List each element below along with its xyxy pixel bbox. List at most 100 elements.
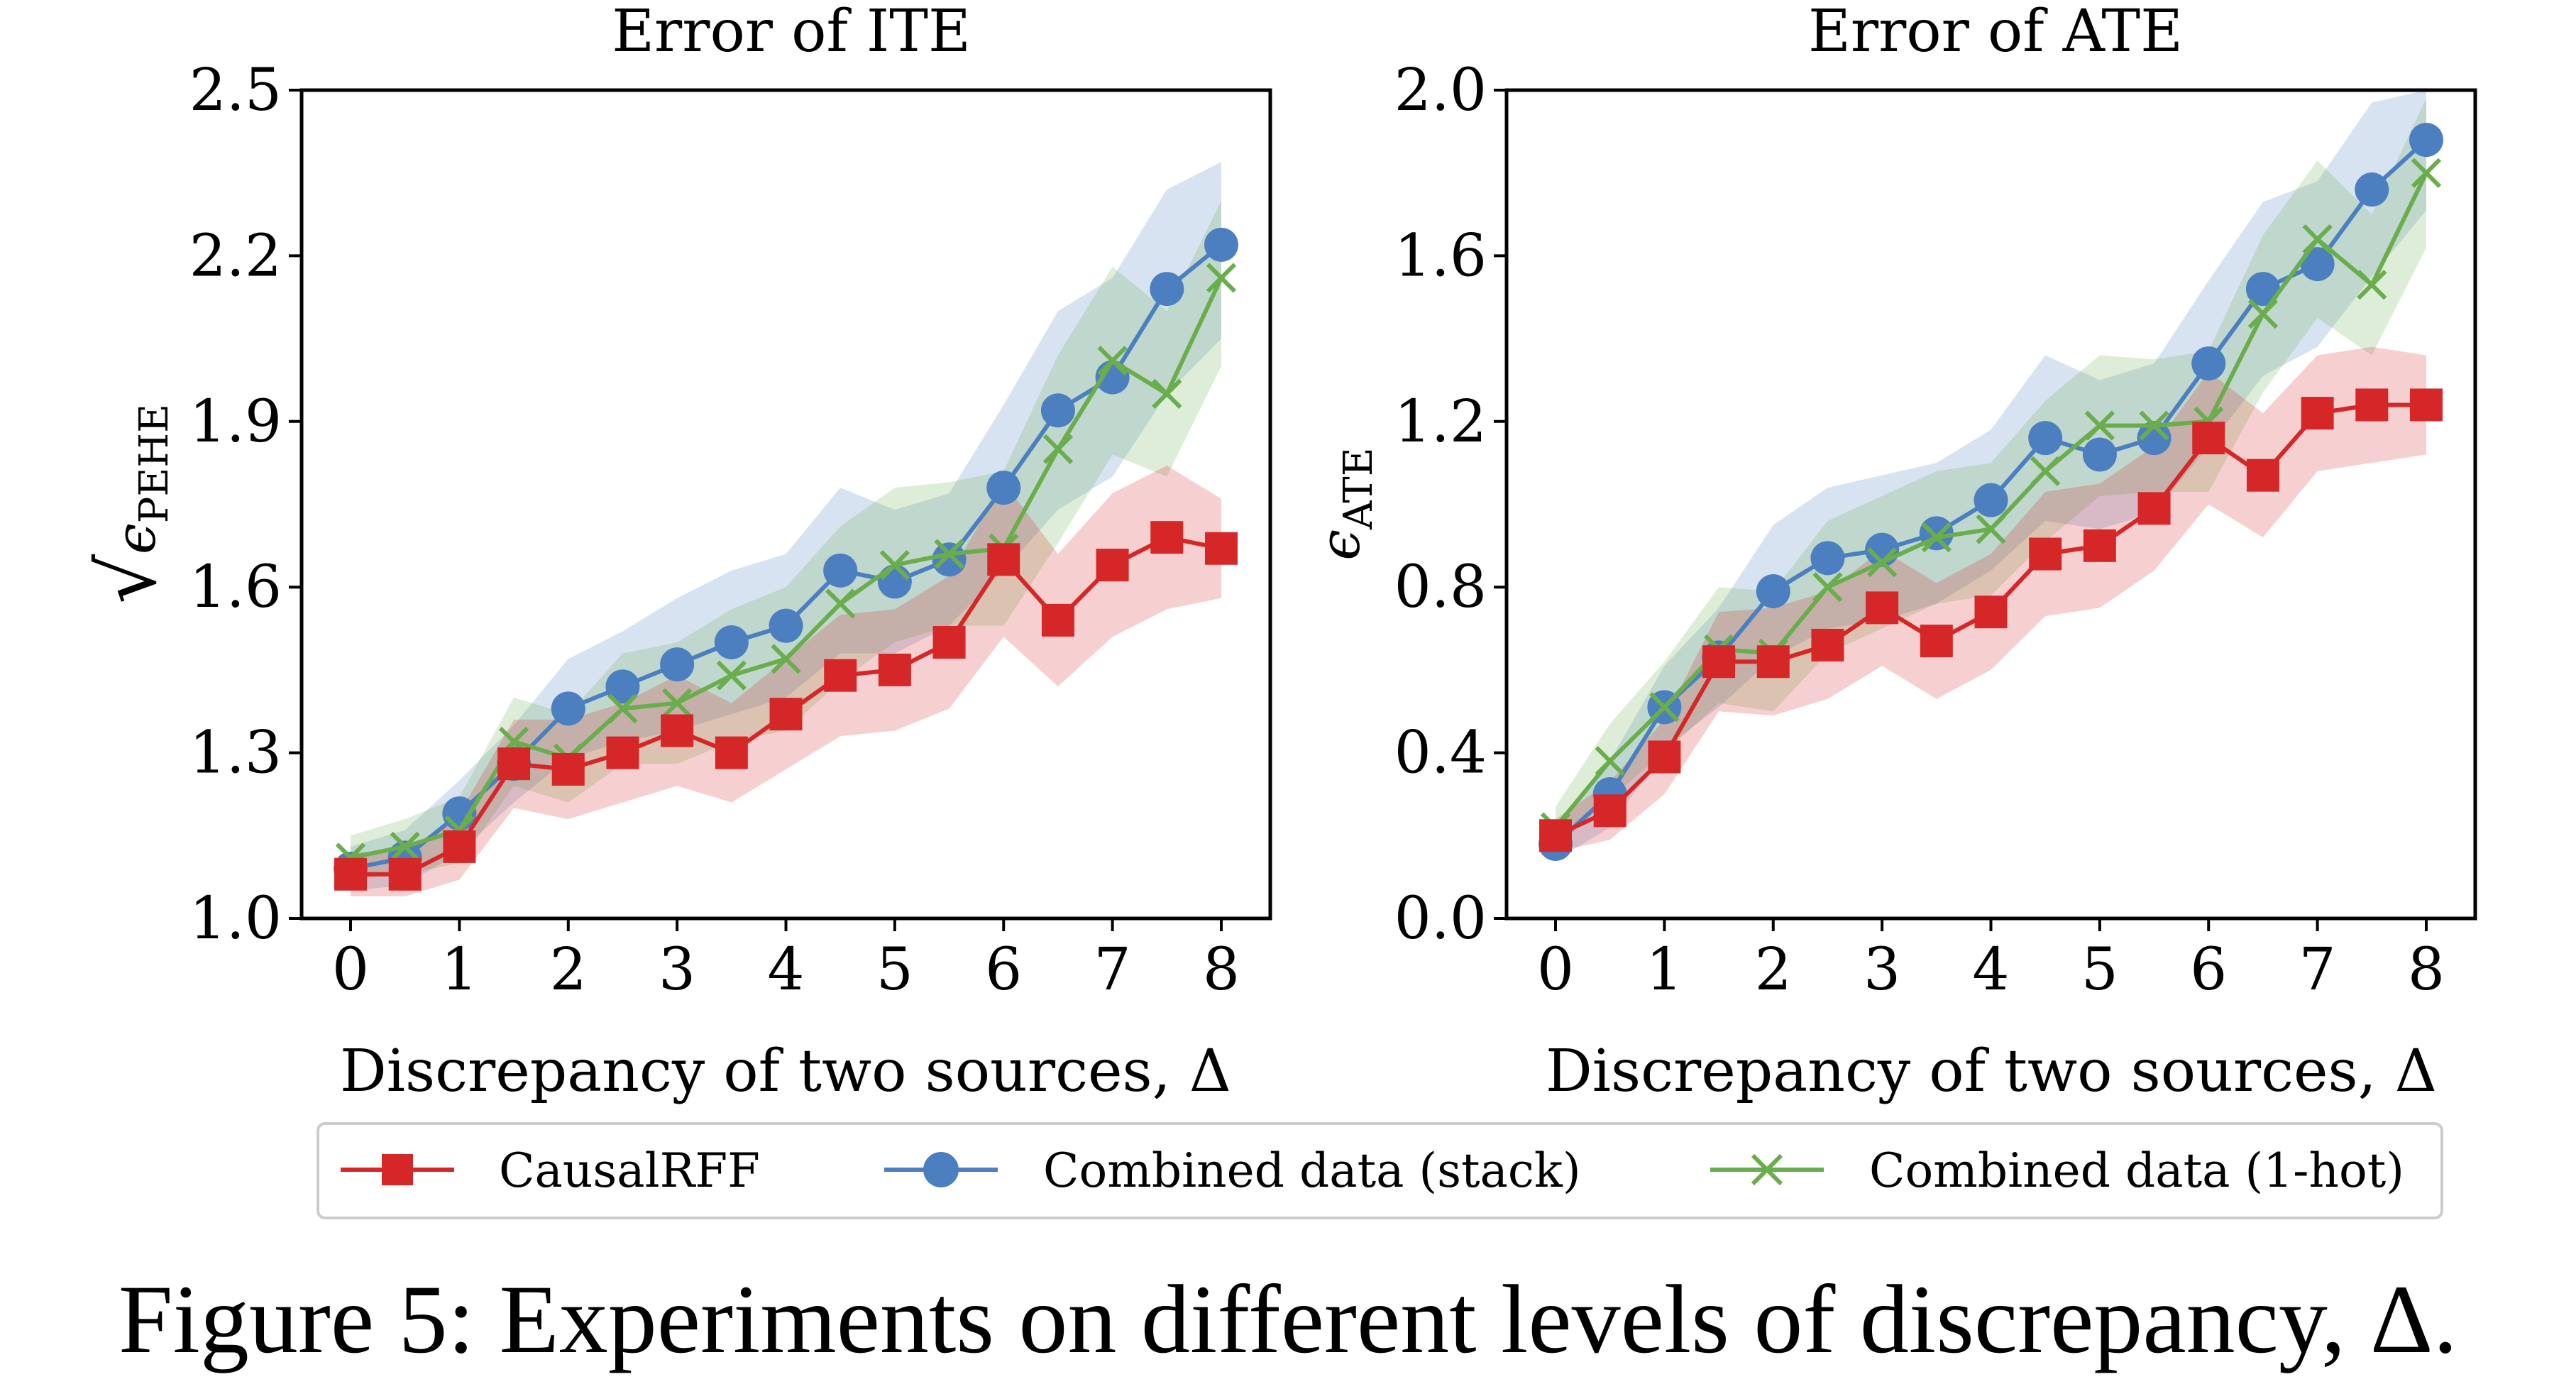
ite-xtick-label: 6 [985, 936, 1022, 1004]
ite-ytick-label: 1.3 [189, 720, 282, 787]
ite-ytick-label: 2.2 [189, 222, 282, 290]
ite-point-causalrff [443, 830, 476, 863]
ate-point-causalrff [2301, 397, 2334, 430]
ite-point-combined-data-stack [660, 647, 695, 682]
ite-point-causalrff [334, 857, 368, 891]
ate-ytick-label: 0.0 [1394, 885, 1487, 952]
ate-point-combined-data-1-hot [2139, 410, 2169, 441]
ate-point-combined-data-stack [2300, 247, 2335, 282]
ate-title: Error of ATE [1808, 0, 2183, 65]
ate-point-combined-data-1-hot [1921, 522, 1952, 553]
ate-band-combined-data-stack [1556, 90, 2426, 861]
ite-point-causalrff [497, 747, 531, 781]
ate-xtick-label: 7 [2299, 936, 2336, 1004]
ite-title: Error of ITE [612, 0, 971, 65]
ate-point-combined-data-stack [2191, 346, 2226, 381]
ate-point-causalrff [1756, 645, 1790, 679]
legend-entry-1hot: Combined data (1-hot) [1710, 1143, 2404, 1198]
ate-point-combined-data-stack [2355, 172, 2389, 207]
ite-ytick-label: 2.5 [189, 57, 282, 124]
ate-point-causalrff [1702, 645, 1736, 679]
ate-xtick-label: 3 [1864, 936, 1900, 1004]
ate-point-combined-data-1-hot [2357, 270, 2387, 300]
figure-caption: Figure 5: Experiments on different level… [119, 1265, 2457, 1373]
ate-point-causalrff [1648, 740, 1681, 774]
ite-point-causalrff [388, 857, 422, 891]
ite-point-combined-data-1-hot [1042, 434, 1074, 464]
ate-point-combined-data-1-hot [1812, 572, 1843, 603]
ite-xtick-label: 7 [1094, 936, 1131, 1004]
ate-point-causalrff [2083, 529, 2116, 562]
ate-point-causalrff [2137, 492, 2171, 525]
ite-xtick-label: 3 [659, 936, 695, 1004]
ite-xtick-label: 8 [1203, 936, 1240, 1004]
ite-panel: Error of ITE 0 1 2 3 4 5 6 7 8 1.0 1.3 1.6 1.9 2.2 2.5… [82, 0, 1272, 1105]
ate-xlabel: Discrepancy of two sources, Δ [1546, 1038, 2437, 1105]
ate-point-causalrff [2192, 422, 2225, 455]
ite-xtick-label: 4 [767, 936, 804, 1004]
legend-label-1hot: Combined data (1-hot) [1869, 1143, 2404, 1198]
ate-ylabel-eps: ϵ [1309, 529, 1372, 561]
ite-band-combined-data-1-hot [351, 200, 1221, 880]
ate-point-causalrff [2029, 537, 2062, 571]
ite-point-combined-data-1-hot [1097, 346, 1128, 376]
ite-point-combined-data-1-hot [879, 549, 910, 581]
ite-band-causalrff [351, 466, 1221, 896]
ite-point-causalrff [606, 736, 639, 769]
ate-point-causalrff [1811, 628, 1844, 661]
ite-point-causalrff [661, 714, 694, 747]
ate-point-combined-data-stack [2137, 421, 2172, 456]
legend-marker-stack [923, 1152, 959, 1187]
ate-point-combined-data-1-hot [2247, 298, 2279, 329]
ite-point-causalrff [932, 626, 966, 659]
ite-point-causalrff [769, 698, 803, 731]
legend: CausalRFF Combined data (stack) Combined… [317, 1122, 2443, 1219]
ate-xtick-label: 4 [1972, 936, 2009, 1004]
ite-point-causalrff [824, 659, 857, 692]
ate-point-combined-data-stack [1974, 483, 2008, 517]
ate-xtick-label: 8 [2408, 936, 2445, 1004]
ite-lines [334, 227, 1238, 891]
ate-xtick-label: 6 [2190, 936, 2227, 1004]
ite-point-causalrff [1041, 603, 1074, 637]
ate-point-combined-data-stack [2409, 123, 2443, 158]
svg-text:√ϵPEHE: √ϵPEHE [82, 404, 177, 604]
ate-point-combined-data-stack [2082, 437, 2117, 472]
ite-point-combined-data-1-hot [662, 688, 693, 718]
ate-point-combined-data-1-hot [1649, 692, 1680, 723]
ite-ytick-label: 1.6 [189, 554, 282, 621]
ite-ylabel-sub: PEHE [131, 404, 177, 523]
ite-point-causalrff [878, 653, 911, 686]
ite-xtick-label: 5 [876, 936, 913, 1004]
ate-point-combined-data-stack [2028, 421, 2063, 456]
ite-point-combined-data-1-hot [607, 693, 638, 724]
ate-xtick-label: 5 [2081, 936, 2118, 1004]
ate-point-causalrff [1539, 819, 1573, 852]
ite-point-causalrff [987, 543, 1020, 576]
ite-point-combined-data-1-hot [1206, 263, 1237, 293]
ite-ticks: 0 1 2 3 4 5 6 7 8 1.0 1.3 1.6 1.9 2.2 2.5 [189, 57, 1240, 1004]
ite-point-combined-data-stack [823, 553, 858, 588]
ate-ytick-label: 2.0 [1394, 57, 1487, 124]
ate-point-combined-data-1-hot [1976, 514, 2006, 544]
legend-box [317, 1122, 2443, 1219]
ate-ytick-label: 1.2 [1394, 388, 1487, 456]
ite-point-combined-data-stack [769, 608, 803, 643]
ite-plot-frame [299, 88, 1272, 921]
ite-ylabel: √ϵPEHE [82, 404, 177, 604]
ite-ytick-label: 1.9 [189, 388, 282, 456]
ite-xtick-label: 2 [550, 936, 587, 1004]
ite-xtick-label: 1 [441, 936, 478, 1004]
ite-point-causalrff [551, 752, 585, 786]
legend-entry-causalrff: CausalRFF [341, 1143, 760, 1198]
ite-xtick-label: 0 [332, 936, 369, 1004]
ite-point-causalrff [1204, 532, 1238, 565]
ite-xlabel: Discrepancy of two sources, Δ [340, 1038, 1231, 1105]
ate-point-combined-data-1-hot [1867, 547, 1898, 578]
legend-label-stack: Combined data (stack) [1043, 1143, 1581, 1198]
ate-ytick-label: 1.6 [1394, 222, 1487, 290]
ite-point-causalrff [1150, 521, 1184, 554]
ate-point-causalrff [2409, 388, 2443, 422]
ite-point-combined-data-stack [986, 471, 1021, 505]
ate-point-causalrff [1593, 794, 1626, 828]
